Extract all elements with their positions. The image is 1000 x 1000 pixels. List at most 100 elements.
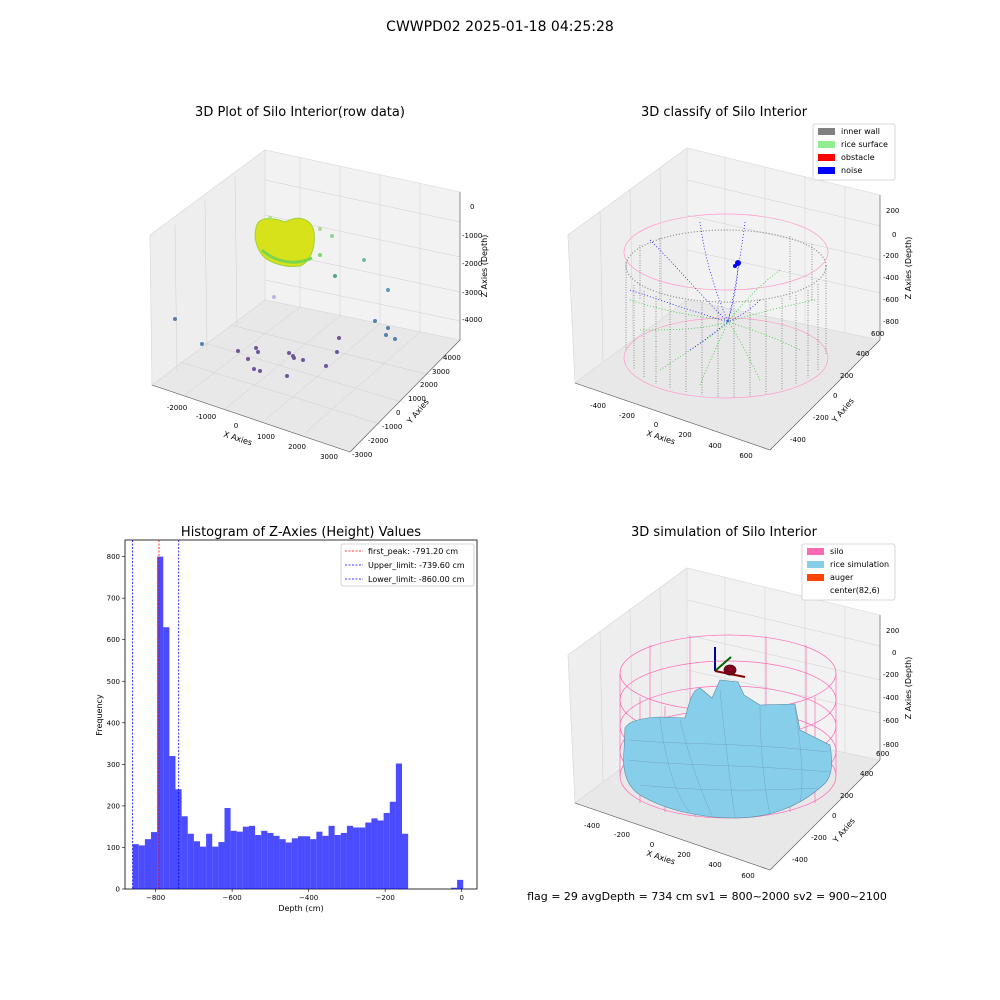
histogram-xlabel: Depth (cm) [278,904,323,913]
simulation-xtick: 200 [677,851,690,859]
raw-ytick: 3000 [432,368,450,376]
histogram-bar [132,844,139,889]
histogram-bar [144,839,152,889]
histogram-bar [316,831,323,889]
raw-xtick: 0 [234,422,238,430]
raw-xtick: -1000 [196,413,216,421]
classify-ztick: -400 [883,274,899,282]
histogram-bar [224,807,231,889]
simulation-rice-surface [623,679,832,819]
histogram-bar [371,818,378,889]
histogram-bar [353,827,360,889]
classify-ylabel: Y Axies [830,396,856,425]
classify-ytick: 0 [833,392,837,400]
histogram-ytick-label: 100 [107,844,120,852]
classify-x-ticks: -400 -200 0 200 400 600 [590,402,753,460]
simulation-y-ticks: -400 -200 0 200 400 600 [792,750,889,864]
histogram-bar [261,830,268,889]
classify-ytick: -400 [790,436,806,444]
histogram-bar [334,834,341,889]
histogram-bars [132,556,464,889]
classify-y-ticks: -400 -200 0 200 400 600 [790,330,884,444]
classify-z-ticks: 200 0 -200 -400 -600 -800 [883,207,899,326]
histogram-bar [402,833,409,889]
raw-y-ticks: -3000 -2000 -1000 0 1000 2000 3000 4000 [352,354,461,459]
histogram-bar [230,830,237,889]
histogram-bar [267,832,274,889]
classify-ztick: -200 [883,252,899,260]
histogram-panel: Histogram of Z-Axies (Height) Values −80… [95,525,478,913]
histogram-legend-item: Lower_limit: -860.00 cm [345,575,465,584]
histogram-legend-item: first_peak: -791.20 cm [345,547,458,556]
legend-label: auger [830,573,854,582]
histogram-bar [457,879,464,889]
legend-swatch-rice-surface [818,141,835,148]
simulation-xtick: -200 [614,831,630,839]
simulation-xlabel: X Axies [645,849,676,867]
raw-z-ticks: 0 -1000 -2000 -3000 -4000 [462,203,482,324]
raw-ytick: -2000 [368,437,388,445]
simulation-legend-item: silo [807,547,844,556]
histogram-bar [187,833,194,889]
status-footer: flag = 29 avgDepth = 734 cm sv1 = 800~20… [527,890,887,903]
simulation-auger [714,647,746,678]
classify-3d-panel: 3D classify of Silo Interior [567,105,913,460]
classify-legend: inner wall rice surface obstacle noise [812,123,896,181]
classify-xtick: -400 [590,402,606,410]
classify-zlabel: Z Axies (Depth) [904,237,913,300]
simulation-ztick: 200 [886,627,899,635]
histogram-bar [163,627,170,889]
legend-label: rice surface [841,140,888,149]
histogram-bar [206,833,213,889]
histogram-reference-lines [132,540,180,889]
raw-scatter-points [173,216,397,378]
raw-panel-title: 3D Plot of Silo Interior(row data) [195,105,405,120]
histogram-ytick-label: 200 [107,802,120,810]
legend-label: Lower_limit: -860.00 cm [368,575,465,584]
simulation-zlabel: Z Axies (Depth) [904,657,913,720]
legend-swatch-noise [818,167,835,174]
legend-swatch-inner-wall [818,128,835,135]
histogram-bar [151,832,158,889]
simulation-ytick: 200 [840,792,853,800]
classify-xtick: 400 [708,442,721,450]
histogram-bar [157,556,164,889]
simulation-ytick: 600 [876,750,889,758]
classify-ztick: 0 [892,231,896,239]
legend-label: rice simulation [830,560,889,569]
simulation-ztick: -200 [883,671,899,679]
legend-label: first_peak: -791.20 cm [368,547,458,556]
classify-axes-panes [567,147,881,451]
raw-xlabel: X Axies [222,430,253,448]
raw-3d-panel: 3D Plot of Silo Interior(row data) [149,105,489,461]
raw-ztick: -3000 [462,289,482,297]
histogram-bar [291,838,298,889]
histogram-bar [377,820,384,889]
legend-label: silo [830,547,844,556]
legend-label: center(82,6) [830,586,880,595]
histogram-bar [199,846,207,889]
classify-legend-item: obstacle [818,153,875,162]
raw-ztick: -2000 [462,260,482,268]
simulation-ytick: 400 [860,770,873,778]
simulation-ytick: -200 [811,834,827,842]
raw-xtick: -2000 [167,404,187,412]
histogram-x-ticks: −800 −600 −400 −200 0 [146,889,464,902]
classify-xlabel: X Axies [645,429,676,447]
histogram-ytick-label: 400 [107,719,120,727]
simulation-xtick: 0 [650,841,654,849]
simulation-xtick: 400 [708,861,721,869]
raw-ztick: -1000 [462,232,482,240]
histogram-title: Histogram of Z-Axies (Height) Values [181,525,421,540]
simulation-ztick: -800 [883,741,899,749]
legend-label: noise [841,166,862,175]
simulation-3d-panel: 3D simulation of Silo Interior [567,525,913,880]
histogram-xtick-label: −400 [299,894,318,902]
histogram-legend-item: Upper_limit: -739.60 cm [345,561,465,570]
classify-legend-item: noise [818,166,862,175]
histogram-bar [285,842,292,889]
raw-ytick: 1000 [408,395,426,403]
classify-legend-item: inner wall [818,127,880,136]
histogram-ytick-label: 0 [116,886,120,894]
histogram-bar [248,825,256,889]
